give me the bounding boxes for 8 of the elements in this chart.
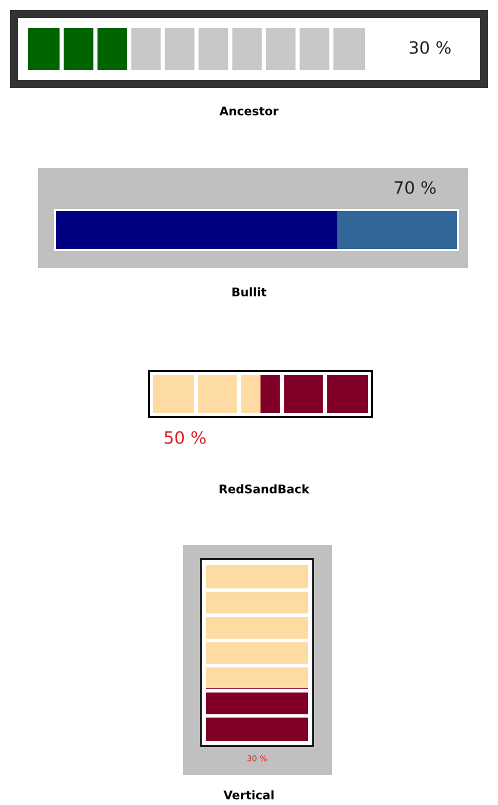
data-label: 30 %: [410, 41, 451, 54]
data-label: 70 %: [394, 181, 436, 194]
text: Bullit: [232, 287, 266, 296]
data-label: 30 %: [247, 755, 267, 762]
data-label: 50 %: [164, 431, 206, 444]
text: RedSandBack: [220, 484, 310, 494]
text: Ancestor: [219, 106, 279, 116]
text: Vertical: [224, 790, 274, 800]
